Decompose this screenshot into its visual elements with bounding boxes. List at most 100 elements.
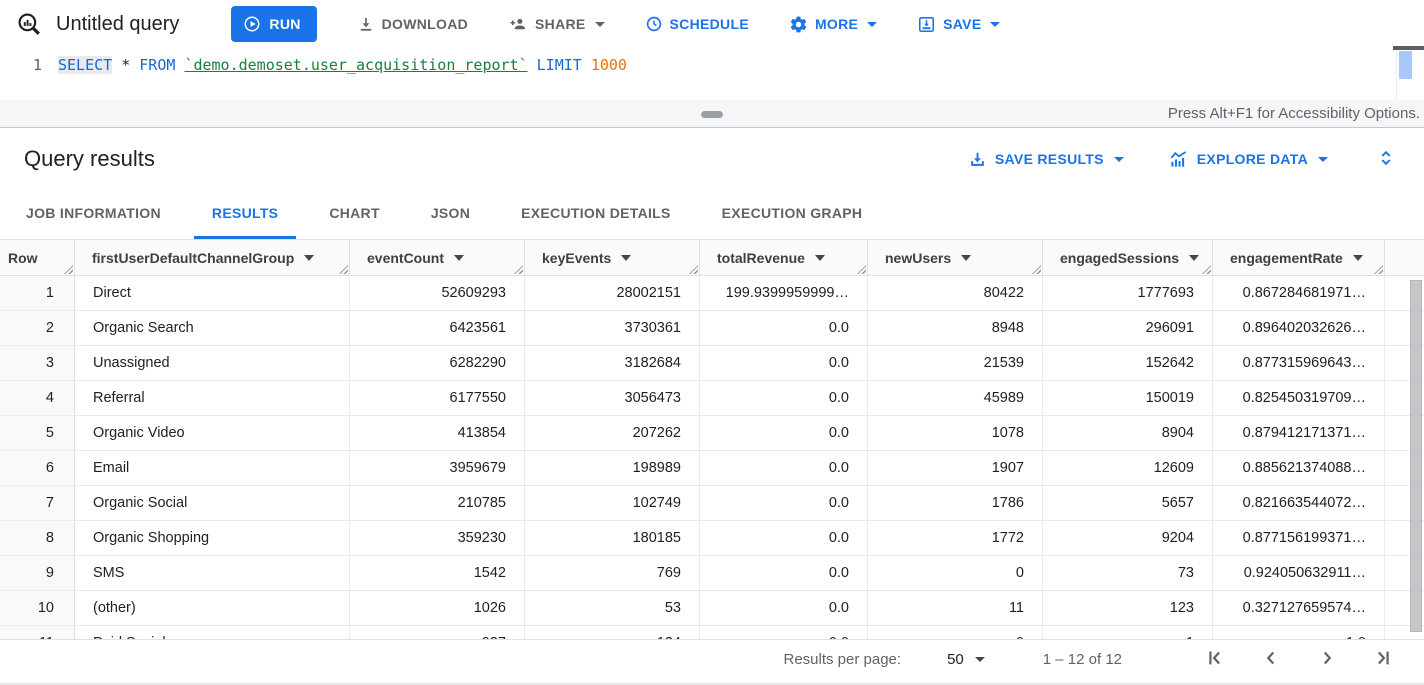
- cell-engagementRate: 0.821663544072…: [1213, 486, 1385, 520]
- expand-results-button[interactable]: [1376, 147, 1396, 172]
- table-header-row: Row firstUserDefaultChannelGroup eventCo…: [0, 240, 1424, 276]
- chevron-down-icon: [1318, 156, 1328, 162]
- table-row: 8 Organic Shopping 359230 180185 0.0 177…: [0, 521, 1424, 556]
- table-reference-link[interactable]: `demo.demoset.user_acquisition_report`: [184, 56, 528, 74]
- cell-totalRevenue: 0.0: [700, 381, 868, 415]
- column-label: firstUserDefaultChannelGroup: [92, 249, 295, 266]
- cell-eventCount: 52609293: [350, 276, 525, 310]
- cell-keyEvents: 3056473: [525, 381, 700, 415]
- tab-json[interactable]: JSON: [430, 205, 471, 221]
- column-resize-handle[interactable]: [857, 265, 866, 274]
- column-resize-handle[interactable]: [1032, 265, 1041, 274]
- column-header-totalRevenue[interactable]: totalRevenue: [700, 240, 868, 275]
- cell-engagementRate: 0.896402032626…: [1213, 311, 1385, 345]
- column-menu-icon[interactable]: [304, 254, 315, 261]
- column-resize-handle[interactable]: [339, 265, 348, 274]
- next-page-button[interactable]: [1316, 647, 1338, 672]
- table-scrollbar[interactable]: [1410, 276, 1422, 636]
- cell-eventCount: 210785: [350, 486, 525, 520]
- cell-newUsers: 80422: [868, 276, 1043, 310]
- column-resize-handle[interactable]: [514, 265, 523, 274]
- explore-data-button[interactable]: EXPLORE DATA: [1168, 150, 1328, 169]
- sql-keyword-from: FROM: [139, 56, 176, 74]
- cell-firstUserDefaultChannelGroup: Direct: [75, 276, 350, 310]
- cell-engagedSessions: 1777693: [1043, 276, 1213, 310]
- column-menu-icon[interactable]: [454, 254, 464, 261]
- column-menu-icon[interactable]: [621, 254, 632, 261]
- column-header-engagementRate[interactable]: engagementRate: [1213, 240, 1385, 275]
- column-resize-handle[interactable]: [64, 265, 73, 274]
- cell-firstUserDefaultChannelGroup: Email: [75, 451, 350, 485]
- download-label: DOWNLOAD: [381, 16, 469, 32]
- more-button[interactable]: MORE: [779, 6, 887, 42]
- column-header-keyEvents[interactable]: keyEvents: [525, 240, 700, 275]
- last-page-button[interactable]: [1372, 647, 1394, 672]
- tab-job-information[interactable]: JOB INFORMATION: [26, 205, 161, 221]
- cell-engagementRate: 0.877156199371…: [1213, 521, 1385, 555]
- run-button[interactable]: RUN: [231, 6, 317, 42]
- column-header-firstUserDefaultChannelGroup[interactable]: firstUserDefaultChannelGroup: [75, 240, 350, 275]
- cell-totalRevenue: 0.0: [700, 591, 868, 625]
- tab-chart[interactable]: CHART: [329, 205, 380, 221]
- table-row: 4 Referral 6177550 3056473 0.0 45989 150…: [0, 381, 1424, 416]
- cell-newUsers: 0: [868, 556, 1043, 590]
- column-menu-icon[interactable]: [1352, 254, 1363, 261]
- table-scrollbar-thumb[interactable]: [1410, 280, 1422, 632]
- table-body: 1 Direct 52609293 28002151 199.939995999…: [0, 276, 1424, 639]
- sql-editor[interactable]: 1 SELECT * FROM `demo.demoset.user_acqui…: [0, 46, 1424, 100]
- column-menu-icon[interactable]: [1189, 254, 1200, 261]
- sql-code-line[interactable]: SELECT * FROM `demo.demoset.user_acquisi…: [58, 48, 627, 100]
- table-row: 6 Email 3959679 198989 0.0 1907 12609 0.…: [0, 451, 1424, 486]
- column-menu-icon[interactable]: [961, 254, 972, 261]
- previous-page-button[interactable]: [1260, 647, 1282, 672]
- column-menu-icon[interactable]: [814, 254, 825, 261]
- cell-eventCount: 6177550: [350, 381, 525, 415]
- cell-eventCount: 6282290: [350, 346, 525, 380]
- accessibility-hint: Press Alt+F1 for Accessibility Options.: [1167, 105, 1420, 122]
- cell-keyEvents: 102749: [525, 486, 700, 520]
- cell-keyEvents: 53: [525, 591, 700, 625]
- share-label: SHARE: [535, 16, 586, 32]
- column-header-engagedSessions[interactable]: engagedSessions: [1043, 240, 1213, 275]
- page-size-select[interactable]: 50: [947, 651, 985, 668]
- chevron-right-icon: [1323, 651, 1332, 665]
- cell-totalRevenue: 0.0: [700, 556, 868, 590]
- first-page-button[interactable]: [1204, 647, 1226, 672]
- column-header-newUsers[interactable]: newUsers: [868, 240, 1043, 275]
- cell-keyEvents: 28002151: [525, 276, 700, 310]
- results-tab-bar: JOB INFORMATION RESULTS CHART JSON EXECU…: [0, 190, 1424, 240]
- column-resize-handle[interactable]: [1374, 265, 1383, 274]
- save-results-button[interactable]: SAVE RESULTS: [968, 150, 1124, 169]
- cell-newUsers: 1907: [868, 451, 1043, 485]
- cell-totalRevenue: 199.9399959999…: [700, 276, 868, 310]
- save-results-label: SAVE RESULTS: [994, 151, 1104, 167]
- cell-engagementRate: 0.879412171371…: [1213, 416, 1385, 450]
- share-button[interactable]: SHARE: [498, 6, 615, 42]
- editor-scrollbar-thumb[interactable]: [1399, 51, 1412, 79]
- download-button[interactable]: DOWNLOAD: [347, 6, 478, 42]
- panel-splitter-handle[interactable]: [701, 111, 723, 118]
- column-header-eventCount[interactable]: eventCount: [350, 240, 525, 275]
- tab-execution-graph[interactable]: EXECUTION GRAPH: [721, 205, 863, 221]
- query-toolbar: Untitled query RUN DOWNLOAD SHARE SCH: [0, 0, 1424, 48]
- column-resize-handle[interactable]: [689, 265, 698, 274]
- cell-eventCount: 937: [350, 626, 525, 639]
- page-size-value: 50: [947, 651, 964, 668]
- schedule-button[interactable]: SCHEDULE: [635, 6, 759, 42]
- cell-engagedSessions: 296091: [1043, 311, 1213, 345]
- cell-firstUserDefaultChannelGroup: Organic Shopping: [75, 521, 350, 555]
- column-label: eventCount: [367, 249, 444, 266]
- tab-results[interactable]: RESULTS: [193, 190, 297, 239]
- cell-engagedSessions: 5657: [1043, 486, 1213, 520]
- download-icon: [360, 18, 371, 31]
- save-button[interactable]: SAVE: [907, 6, 1010, 42]
- tab-execution-details[interactable]: EXECUTION DETAILS: [521, 205, 671, 221]
- cell-engagedSessions: 73: [1043, 556, 1213, 590]
- cell-engagedSessions: 152642: [1043, 346, 1213, 380]
- save-icon: [919, 16, 935, 32]
- editor-scrollbar-track[interactable]: [1393, 46, 1424, 100]
- cell-keyEvents: 198989: [525, 451, 700, 485]
- explore-data-chart-icon: [1170, 150, 1186, 167]
- column-label: Row: [8, 249, 38, 266]
- column-resize-handle[interactable]: [1202, 265, 1211, 274]
